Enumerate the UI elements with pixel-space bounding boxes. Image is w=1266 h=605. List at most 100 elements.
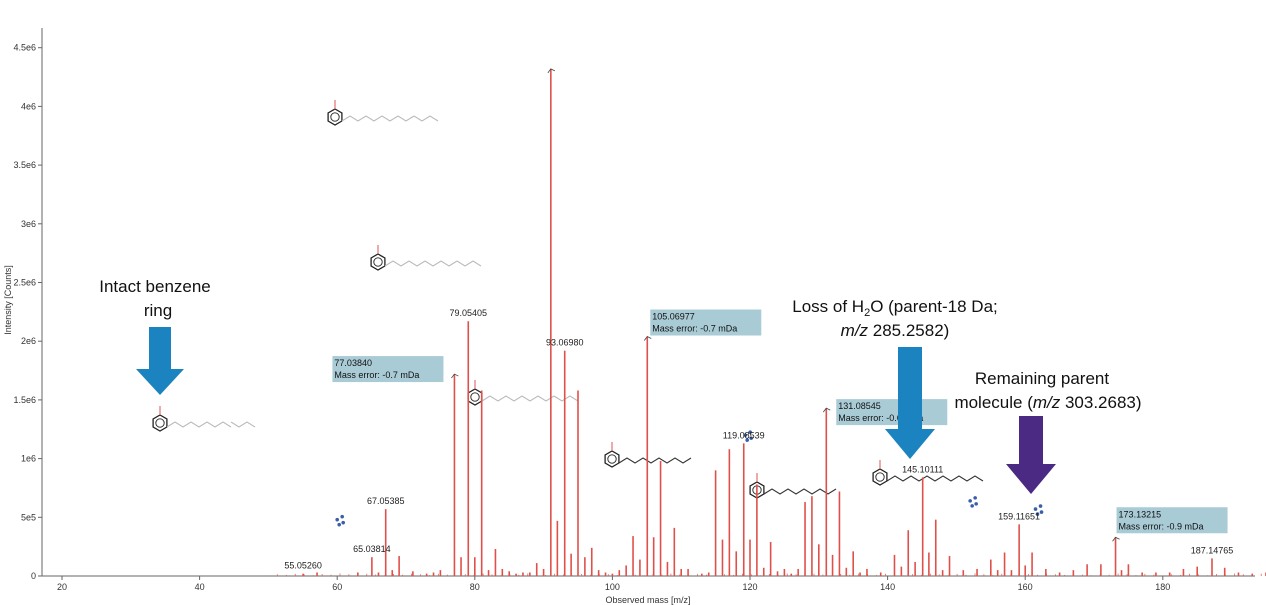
fragment-dot	[748, 430, 752, 434]
alkyl-chain	[886, 475, 984, 482]
mass-callouts: 77.03840 Mass error: -0.7 mDa 91.05415Mass…	[332, 68, 1228, 542]
peak-label: 119.08539	[723, 430, 765, 440]
fragment-dot	[1035, 512, 1040, 516]
fragment-dot	[968, 499, 972, 503]
molecule-structure-icon	[872, 460, 984, 486]
x-tick-label: 100	[605, 582, 620, 592]
benzene-ring	[872, 468, 888, 486]
alkyl-chain	[166, 421, 232, 428]
fragment-dot	[337, 522, 342, 527]
fragment-dot	[1038, 504, 1043, 508]
callout-hook	[547, 68, 556, 74]
annotation-benzene-line1: Intact benzene	[99, 277, 211, 296]
spectrum-peaks	[268, 68, 1266, 576]
y-tick-label: 3e6	[21, 219, 36, 229]
molecule-structures	[152, 100, 1044, 527]
y-tick-label: 4.5e6	[13, 43, 36, 53]
y-tick-label: 3.5e6	[13, 160, 36, 170]
fragment-dot	[970, 504, 974, 508]
chart-axes	[41, 28, 1255, 577]
y-tick-label: 5e5	[21, 512, 36, 522]
alkyl-chain-tail	[456, 260, 482, 267]
annotation-parent-line2: molecule (m/z 303.2683)	[954, 393, 1141, 412]
molecule-structure-icon	[467, 380, 579, 406]
x-axis-ticks: 20 40 60 80 100 120 140 160 180	[57, 576, 1170, 592]
callout-error: Mass error: -0.9 mDa	[1119, 521, 1204, 531]
alkyl-chain-tail	[413, 115, 439, 122]
fragment-dot	[1039, 510, 1044, 514]
fragment-dot	[743, 433, 747, 437]
callout-error: Mass error: -0.7 mDa	[652, 324, 737, 334]
y-tick-label: 1.5e6	[13, 395, 36, 405]
annotation-water-line1: Loss of H2O (parent-18 Da;	[792, 297, 998, 319]
callout-hook	[1112, 536, 1120, 542]
x-tick-label: 60	[332, 582, 342, 592]
aromatic-circle	[470, 392, 480, 402]
y-tick-label: 2.5e6	[13, 278, 36, 288]
fragment-dot	[974, 502, 978, 506]
aromatic-circle	[607, 454, 617, 464]
alkyl-chain	[481, 395, 555, 402]
x-tick-label: 180	[1155, 582, 1170, 592]
aromatic-circle	[875, 472, 885, 482]
fragment-dot	[749, 436, 753, 440]
callout-mass: 173.13215	[1119, 509, 1162, 519]
arrow-down-icon	[1006, 416, 1056, 494]
annotation-benzene-line2: ring	[144, 301, 172, 320]
y-axis-ticks: 0 5e5 1e6 1.5e6 2e6 2.5e6 3e6 3.5e6 4e6 4.5e6	[13, 43, 42, 581]
peak-label: 55.05260	[284, 561, 322, 571]
callout-error: Mass error: -0.6 mDa	[838, 413, 923, 423]
callout-box	[650, 309, 762, 336]
aromatic-circle	[330, 112, 340, 122]
y-tick-label: 4e6	[21, 101, 36, 111]
molecule-structure-icon	[152, 406, 256, 432]
mass-callout: 91.05415Mass error: -0.6 mDa	[547, 68, 556, 74]
fragment-dot	[335, 517, 340, 522]
alkyl-chain-tail	[553, 395, 579, 402]
callout-hook	[451, 373, 459, 379]
fragment-dot	[973, 496, 977, 500]
fragment-dot	[341, 520, 346, 525]
callout-hook	[822, 407, 831, 413]
x-tick-label: 160	[1018, 582, 1033, 592]
aromatic-circle	[373, 257, 383, 267]
x-tick-label: 80	[470, 582, 480, 592]
alkyl-chain	[763, 488, 837, 495]
fragment-dot	[745, 438, 749, 442]
callout-box	[836, 399, 948, 426]
peak-labels: 55.05260 65.03814 67.05385 79.05405 93.06980…	[284, 308, 1234, 571]
peak-label: 145.10111	[902, 464, 943, 474]
y-tick-label: 2e6	[21, 336, 36, 346]
x-tick-label: 140	[880, 582, 895, 592]
annotation-parent-line1: Remaining parent	[975, 369, 1109, 388]
fragment-dots-icon	[1033, 504, 1044, 516]
peak-label: 93.06980	[546, 338, 584, 348]
peak-label: 79.05405	[450, 308, 488, 318]
molecule-structure-icon	[370, 245, 482, 271]
benzene-ring	[152, 414, 168, 432]
callout-hook	[643, 335, 652, 341]
mass-callout: 173.13215 Mass error: -0.9 mDa	[1112, 507, 1228, 542]
callout-box	[332, 356, 444, 383]
alkyl-chain	[618, 457, 692, 464]
fragment-dot	[340, 514, 345, 519]
alkyl-chain-tail	[230, 421, 256, 428]
fragment-dots-icon	[743, 430, 753, 442]
x-axis-label: Observed mass [m/z]	[605, 595, 690, 605]
fragment-dots-icon	[968, 496, 978, 508]
y-tick-label: 1e6	[21, 454, 36, 464]
x-tick-label: 20	[57, 582, 67, 592]
mass-callout: 131.08545 Mass error: -0.6 mDa	[822, 399, 948, 426]
benzene-ring	[467, 388, 483, 406]
fragment-dot	[1033, 507, 1038, 511]
arrow-down-icon	[885, 347, 935, 459]
x-tick-label: 120	[742, 582, 757, 592]
peak-label: 187.14765	[1191, 545, 1234, 555]
callout-box	[1116, 507, 1228, 534]
callout-mass: 77.03840	[334, 358, 372, 368]
y-tick-label: 0	[31, 571, 36, 581]
benzene-ring	[370, 253, 386, 271]
annotation-water-line2: m/z 285.2582)	[841, 321, 950, 340]
benzene-ring	[604, 450, 620, 468]
